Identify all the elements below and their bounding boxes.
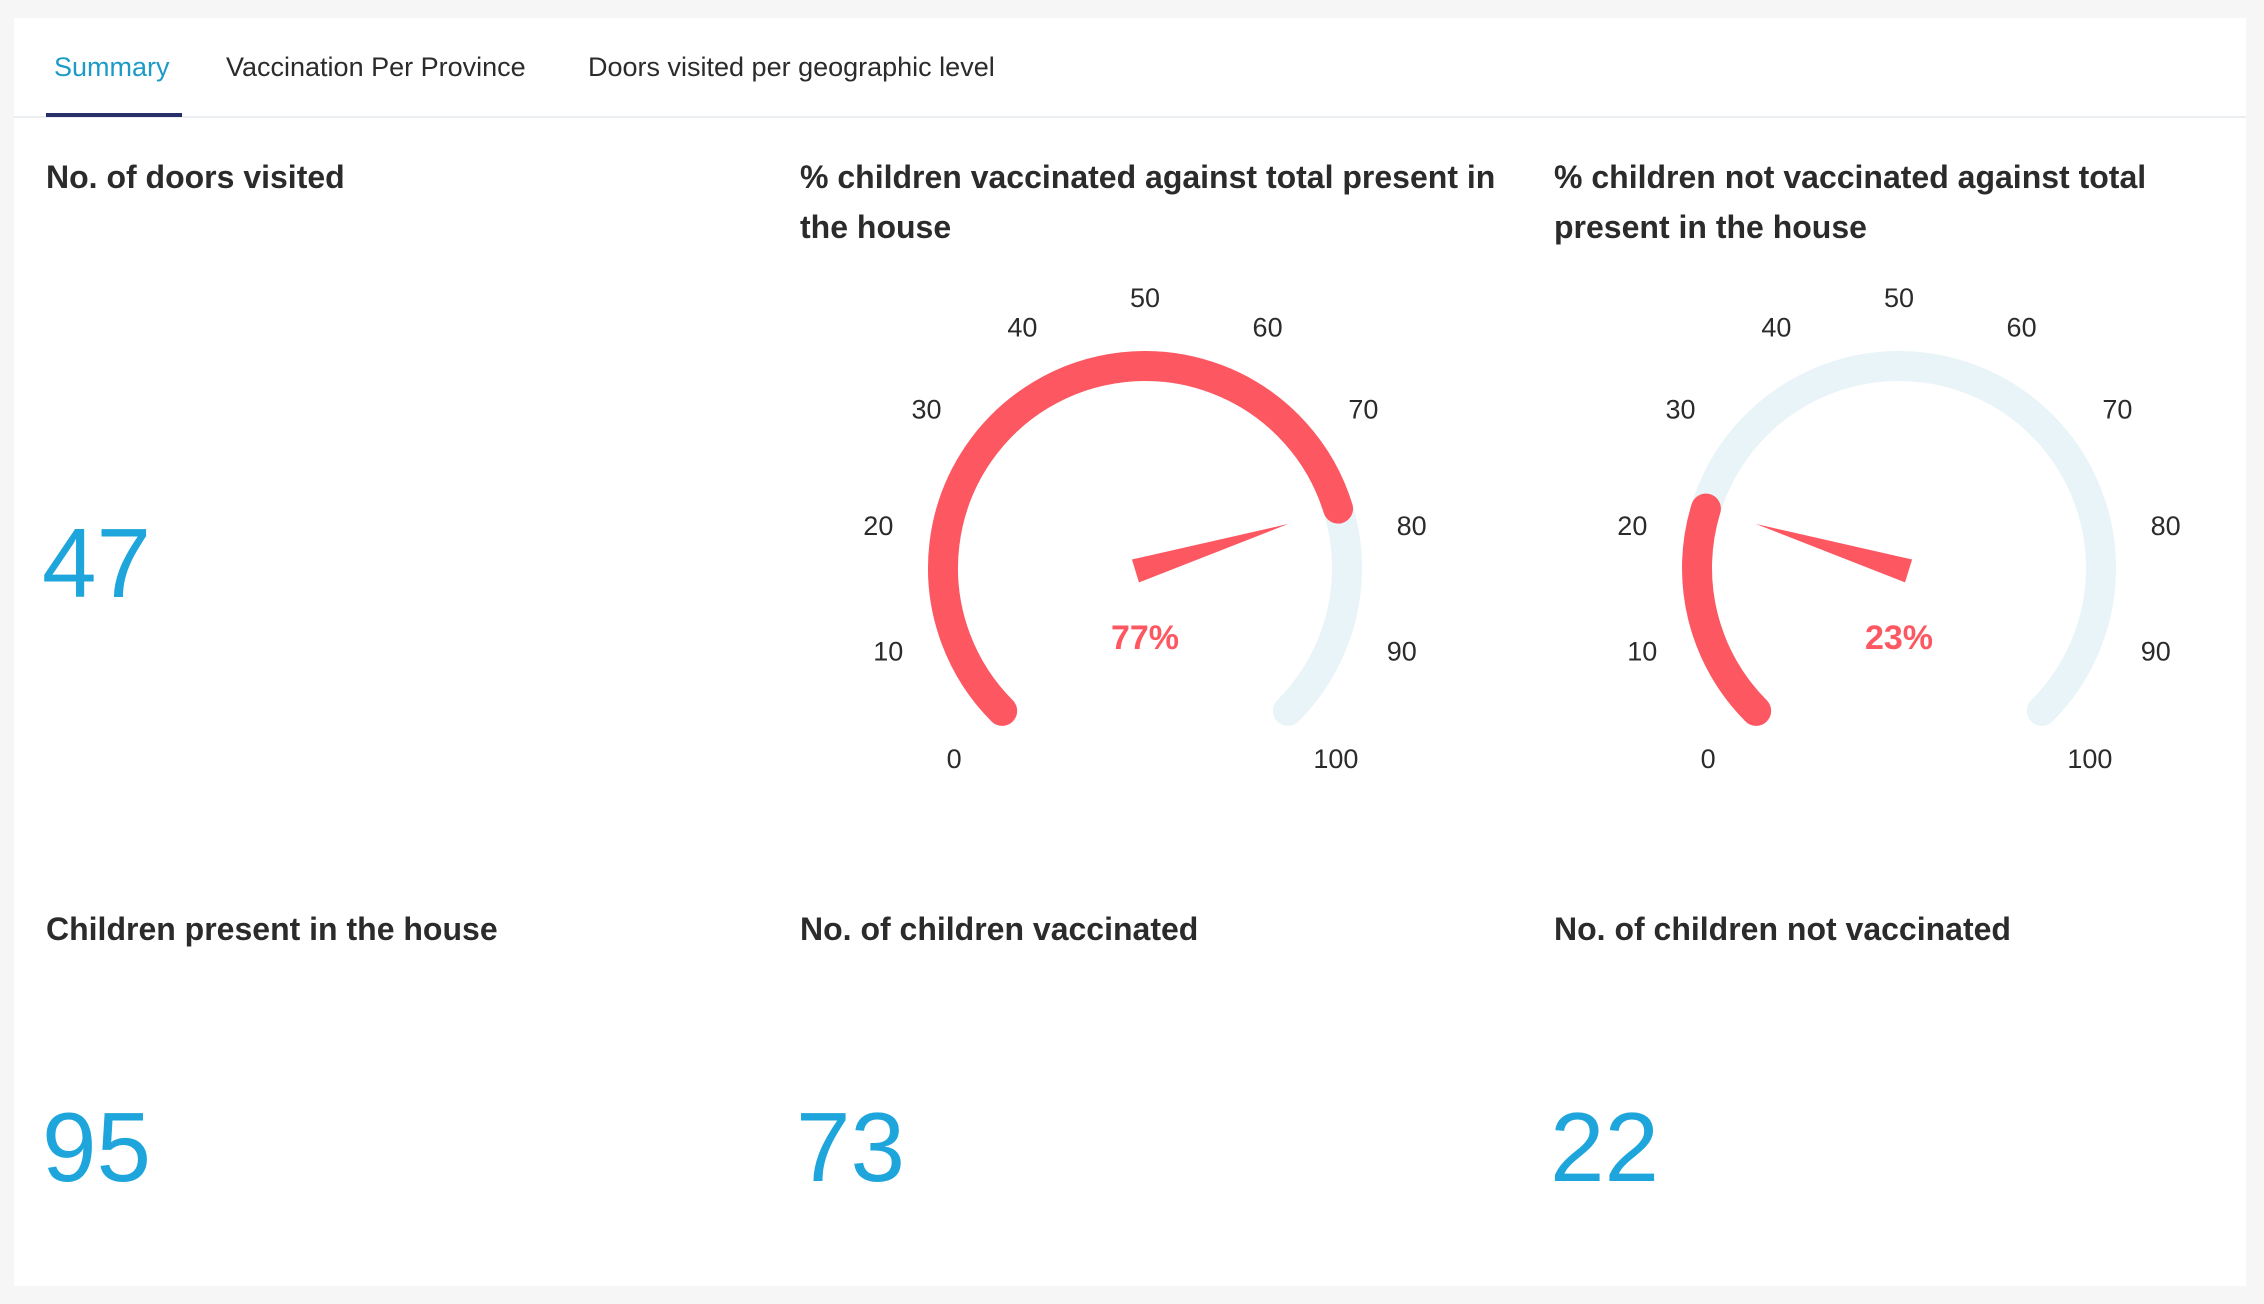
gauge-fill [928,351,1354,726]
gauge-value-label: 77% [1111,619,1179,657]
gauge-tick-label: 40 [1761,312,1791,342]
gauge-tick-label: 40 [1007,312,1037,342]
children-present-title: Children present in the house [46,911,498,947]
gauge-tick-label: 100 [1313,744,1358,774]
gauge-track [1682,351,2116,726]
children-vaccinated-title: No. of children vaccinated [800,911,1199,947]
gauge-tick-label: 90 [1387,636,1417,666]
gauge-tick-label: 70 [2102,394,2132,424]
dashboard-panel: Summary Vaccination Per Province Doors v… [14,18,2246,1286]
gauge-tick-label: 50 [1884,283,1914,313]
vaccinated-percent-title: % children vaccinated against total pres… [800,159,1496,245]
gauge-tick-label: 90 [2141,636,2171,666]
tab-summary[interactable]: Summary [54,52,170,82]
gauge-svg: 0 10 20 30 40 50 60 70 80 90 100 23% [1617,283,2181,774]
vaccinated-percent-gauge: 0 10 20 30 40 50 60 70 80 90 100 77% [800,258,1440,818]
gauge-tick-label: 0 [1701,744,1716,774]
gauge-tick-label: 30 [1666,394,1696,424]
gauge-tick-label: 70 [1348,394,1378,424]
not-vaccinated-percent-gauge: 0 10 20 30 40 50 60 70 80 90 100 23% [1554,258,2194,818]
active-tab-indicator [46,113,182,117]
gauge-tick-label: 20 [1617,511,1647,541]
doors-visited-title: No. of doors visited [46,159,345,195]
gauge-fill [1682,493,1772,726]
gauge-tick-label: 100 [2067,744,2112,774]
children-vaccinated-value: 73 [796,1092,906,1202]
gauge-tick-label: 20 [863,511,893,541]
gauge-tick-label: 50 [1130,283,1160,313]
gauge-tick-label: 10 [873,636,903,666]
gauge-tick-label: 10 [1627,636,1657,666]
tab-doors-visited-per-geographic-level[interactable]: Doors visited per geographic level [588,52,995,82]
gauge-tick-label: 80 [1397,511,1427,541]
tab-bar: Summary Vaccination Per Province Doors v… [14,18,2246,118]
gauge-needle [1755,523,1913,583]
gauge-needle [1131,523,1289,583]
gauge-tick-label: 80 [2151,511,2181,541]
gauge-tick-label: 60 [1253,312,1283,342]
gauge-svg: 0 10 20 30 40 50 60 70 80 90 100 77% [863,283,1427,774]
children-not-vaccinated-value: 22 [1550,1092,1660,1202]
gauge-tick-label: 30 [912,394,942,424]
tab-vaccination-per-province[interactable]: Vaccination Per Province [226,52,526,82]
doors-visited-value: 47 [42,508,152,618]
children-not-vaccinated-title: No. of children not vaccinated [1554,911,2011,947]
not-vaccinated-percent-title: % children not vaccinated against total … [1554,159,2147,245]
children-present-value: 95 [42,1092,152,1202]
gauge-value-label: 23% [1865,619,1933,657]
gauge-tick-label: 0 [947,744,962,774]
gauge-tick-label: 60 [2007,312,2037,342]
